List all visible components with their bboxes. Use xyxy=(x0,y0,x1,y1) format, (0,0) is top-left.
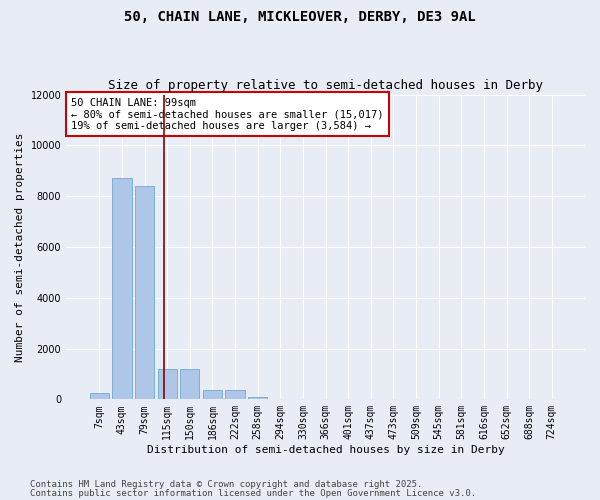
Text: Contains HM Land Registry data © Crown copyright and database right 2025.: Contains HM Land Registry data © Crown c… xyxy=(30,480,422,489)
Text: 50 CHAIN LANE: 99sqm
← 80% of semi-detached houses are smaller (15,017)
19% of s: 50 CHAIN LANE: 99sqm ← 80% of semi-detac… xyxy=(71,98,384,131)
X-axis label: Distribution of semi-detached houses by size in Derby: Distribution of semi-detached houses by … xyxy=(147,445,505,455)
Bar xyxy=(226,390,245,400)
Y-axis label: Number of semi-detached properties: Number of semi-detached properties xyxy=(15,132,25,362)
Bar xyxy=(158,369,177,400)
Bar xyxy=(112,178,131,400)
Text: Contains public sector information licensed under the Open Government Licence v3: Contains public sector information licen… xyxy=(30,488,476,498)
Bar xyxy=(135,186,154,400)
Bar xyxy=(248,397,268,400)
Text: 50, CHAIN LANE, MICKLEOVER, DERBY, DE3 9AL: 50, CHAIN LANE, MICKLEOVER, DERBY, DE3 9… xyxy=(124,10,476,24)
Bar xyxy=(203,390,222,400)
Bar xyxy=(90,393,109,400)
Title: Size of property relative to semi-detached houses in Derby: Size of property relative to semi-detach… xyxy=(108,79,543,92)
Bar xyxy=(180,369,199,400)
